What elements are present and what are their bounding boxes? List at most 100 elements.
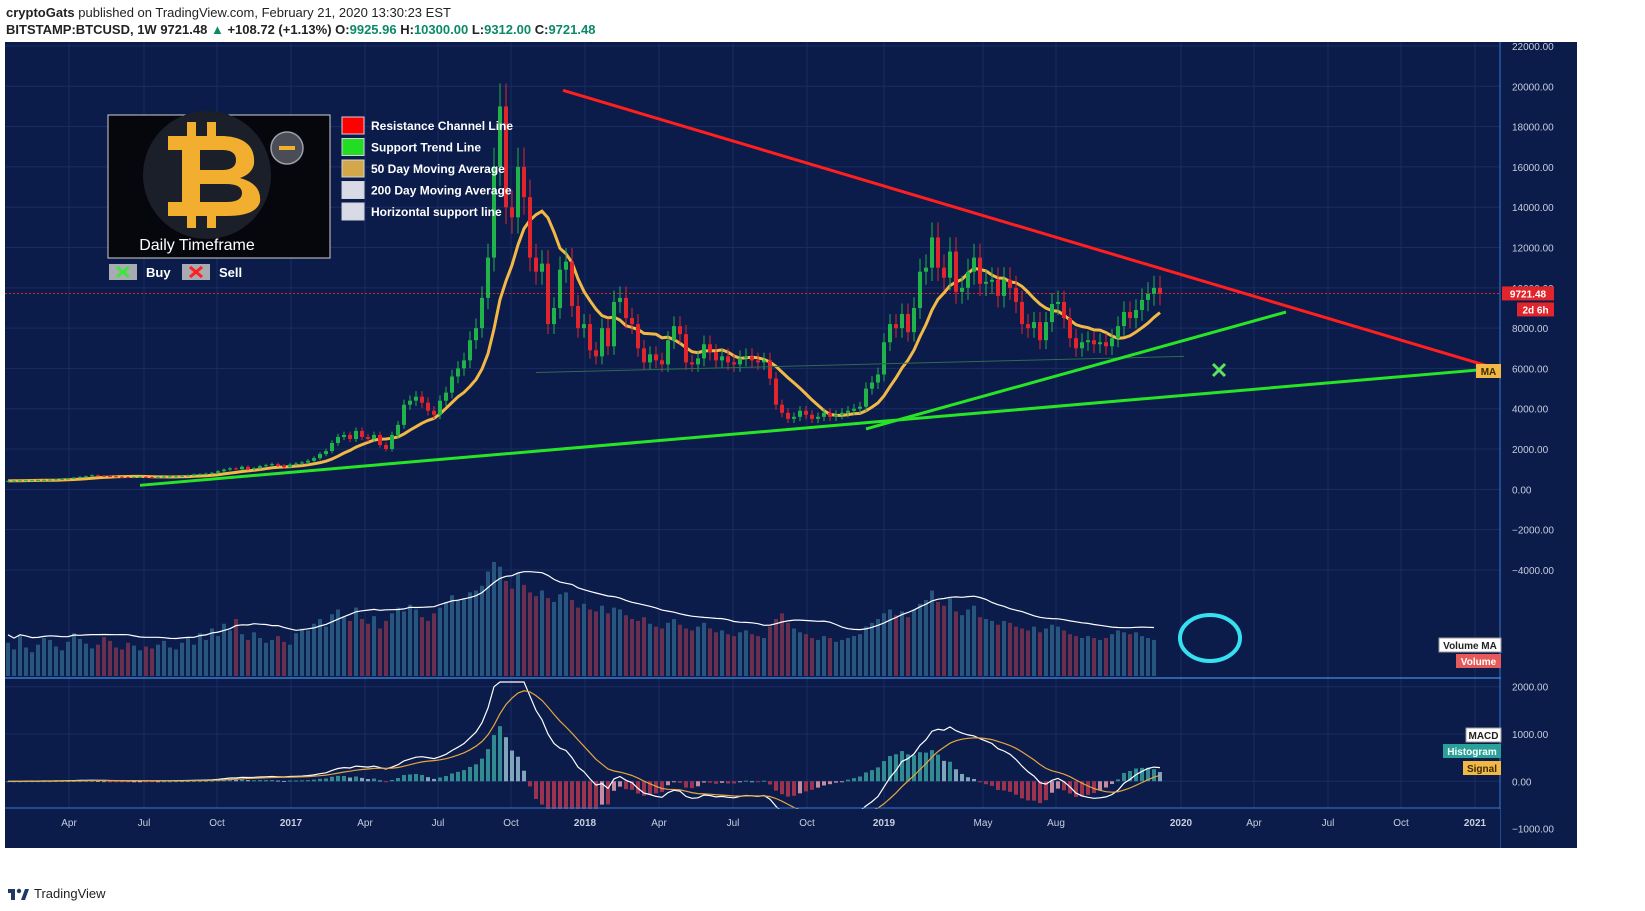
chart-canvas[interactable]: 22000.00 20000.00 18000.00 16000.00 14000.00… xyxy=(0,40,1645,882)
price-tick-label: −2000.00 xyxy=(1512,526,1554,537)
macd-histogram-bar xyxy=(876,767,880,782)
volume-bar xyxy=(132,645,136,676)
price-tick-label: 16000.00 xyxy=(1512,163,1554,174)
candle-body xyxy=(780,404,784,413)
volume-bar xyxy=(882,613,886,676)
volume-ma-tag-bg xyxy=(1438,637,1502,653)
macd-histogram-bar xyxy=(1086,781,1090,795)
macd-histogram-bar xyxy=(1122,772,1126,782)
candle-body xyxy=(42,479,46,481)
candle-body xyxy=(1152,287,1156,294)
macd-histogram-bar xyxy=(996,781,1000,790)
price-tick-label: −4000.00 xyxy=(1512,566,1554,577)
candlesticks xyxy=(6,83,1162,482)
volume-bar xyxy=(126,642,130,676)
price-change: +108.72 (+1.13%) xyxy=(227,22,332,37)
candle-body xyxy=(132,477,136,479)
candle-body xyxy=(516,166,520,218)
candle-body xyxy=(708,344,712,353)
macd-histogram-bar xyxy=(990,781,994,786)
candle-body xyxy=(528,197,532,258)
volume-bar xyxy=(606,613,610,676)
candle-body xyxy=(342,434,346,437)
candle-body xyxy=(288,464,292,468)
macd-histogram-bar xyxy=(516,756,520,782)
volume-bar xyxy=(432,613,436,676)
footer: TradingView xyxy=(8,886,106,901)
macd-histogram-bar xyxy=(912,755,916,782)
volume-bar xyxy=(504,581,508,676)
volume-bar xyxy=(420,617,424,676)
volume-bar xyxy=(1098,639,1102,676)
candle-body xyxy=(402,404,406,425)
candle-body xyxy=(336,436,340,443)
macd-histogram-bar xyxy=(552,781,556,817)
volume-bar xyxy=(138,650,142,676)
candle-body xyxy=(582,324,586,329)
macd-histogram-bar xyxy=(924,752,928,782)
volume-bar xyxy=(258,638,262,676)
macd-histogram-bar xyxy=(978,781,982,783)
candle-body xyxy=(1008,279,1012,288)
candle-body xyxy=(1074,338,1078,349)
volume-bar xyxy=(828,638,832,676)
volume-bar xyxy=(546,598,550,676)
macd-histogram-bar xyxy=(84,780,88,782)
time-tick-label: 2021 xyxy=(1464,818,1487,829)
macd-histogram-bar xyxy=(378,780,382,782)
candle-body xyxy=(1122,312,1126,327)
volume-bar xyxy=(702,622,706,676)
candle-body xyxy=(462,360,466,369)
symbol-name[interactable]: BITSTAMP:BTCUSD, 1W xyxy=(6,22,157,37)
volume-bar xyxy=(246,639,250,676)
macd-tag-bg xyxy=(1465,727,1502,743)
candle-body xyxy=(936,237,940,268)
macd-histogram-bar xyxy=(708,781,712,783)
volume-bar xyxy=(786,622,790,676)
macd-histogram-bar xyxy=(204,780,208,782)
candle-body xyxy=(126,477,130,479)
time-axis[interactable]: Apr Jul Oct 2017 Apr Jul Oct 2018 Apr Jul Oct 2019 M… xyxy=(5,807,1500,848)
candle-body xyxy=(1026,324,1030,329)
price-tick-label: 12000.00 xyxy=(1512,244,1554,255)
candle-body xyxy=(888,324,892,343)
signal-line xyxy=(8,690,1161,818)
publisher-name[interactable]: cryptoGats xyxy=(6,5,75,20)
candle-body xyxy=(978,257,982,284)
macd-histogram-bar xyxy=(348,777,352,782)
candle-body xyxy=(306,460,310,463)
macd-histogram-bar xyxy=(966,777,970,782)
macd-histogram-bar xyxy=(300,780,304,782)
volume-bar xyxy=(564,592,568,676)
open-value: 9925.96 xyxy=(349,22,397,37)
macd-histogram-bar xyxy=(1038,781,1042,804)
candle-body xyxy=(186,475,190,477)
candle-body xyxy=(612,301,616,347)
volume-bar xyxy=(30,652,34,676)
macd-histogram-bar xyxy=(252,780,256,782)
volume-bar xyxy=(1050,624,1054,676)
time-tick-label: Apr xyxy=(357,818,373,829)
candle-body xyxy=(234,468,238,470)
price-axis[interactable]: 22000.00 20000.00 18000.00 16000.00 14000.00… xyxy=(1499,42,1577,848)
candle-body xyxy=(414,396,418,401)
candle-body xyxy=(12,480,16,482)
macd-histogram-bar xyxy=(834,781,838,783)
candle-body xyxy=(522,166,526,198)
annotation-circle xyxy=(1178,613,1242,663)
macd-histogram-bar xyxy=(402,775,406,782)
volume-bar xyxy=(372,616,376,676)
time-tick-label: 2018 xyxy=(574,818,597,829)
macd-tick-label: 1000.00 xyxy=(1512,730,1549,741)
legend-swatch xyxy=(341,116,365,135)
legend-swatch xyxy=(341,202,365,221)
volume-bar xyxy=(558,594,562,676)
volume-bar xyxy=(378,628,382,676)
macd-histogram-bar xyxy=(270,780,274,782)
volume-bar xyxy=(444,601,448,676)
volume-bar xyxy=(366,623,370,676)
volume-bar xyxy=(108,640,112,676)
tradingview-brand[interactable]: TradingView xyxy=(34,886,106,901)
volume-bar xyxy=(990,620,994,676)
macd-histogram-bar xyxy=(936,754,940,782)
